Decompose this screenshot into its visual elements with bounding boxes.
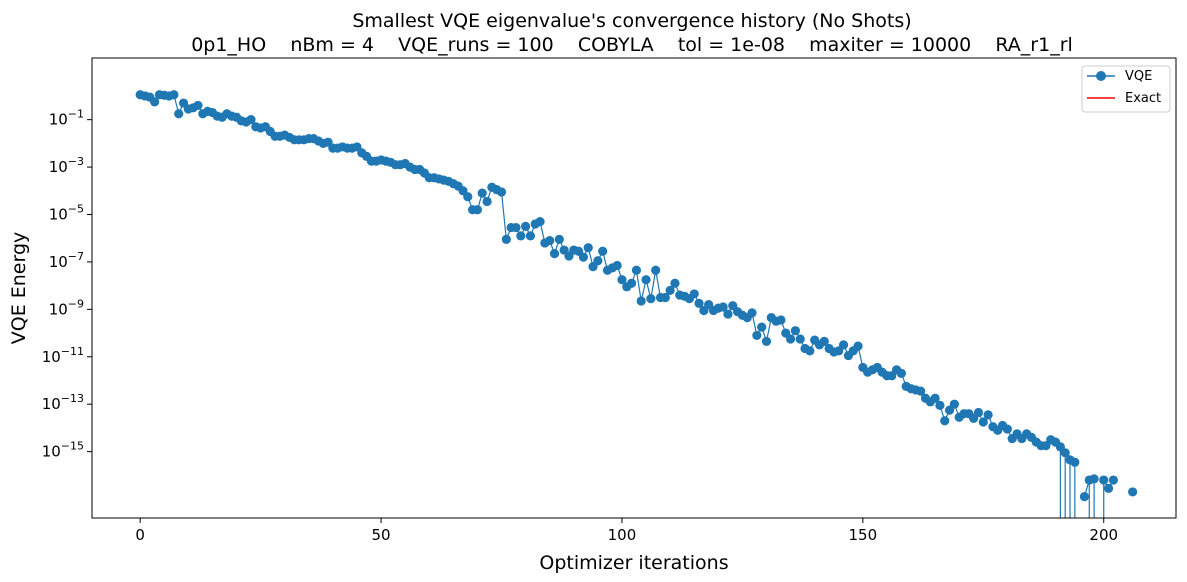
vqe-point (940, 416, 950, 426)
vqe-point (1079, 492, 1090, 502)
vqe-point (477, 188, 487, 198)
y-tick-label: 10−5 (49, 202, 84, 223)
vqe-point (949, 399, 959, 409)
series-vqe (135, 90, 1138, 518)
legend-vqe-label: VQE (1125, 69, 1152, 84)
vqe-point (521, 221, 531, 231)
vqe-point (930, 393, 940, 403)
x-tick-label: 50 (372, 526, 391, 544)
y-tick-label: 10−3 (49, 155, 84, 176)
legend: VQE Exact (1081, 65, 1171, 113)
vqe-point (193, 100, 203, 111)
y-tick-label: 10−1 (49, 108, 84, 129)
vqe-point (554, 234, 564, 244)
axes-frame (91, 57, 1177, 519)
vqe-point (549, 249, 560, 259)
vqe-point (516, 231, 526, 241)
vqe-point (525, 231, 536, 241)
vqe-point (1108, 475, 1118, 485)
vqe-point (1002, 424, 1012, 434)
vqe-point (978, 417, 988, 427)
chart-title: Smallest VQE eigenvalue's convergence hi… (352, 10, 911, 32)
vqe-point (174, 109, 184, 119)
y-tick-label: 10−15 (42, 440, 84, 461)
vqe-point (761, 336, 772, 346)
vqe-point (1128, 487, 1138, 497)
vqe-point (631, 265, 642, 275)
vqe-point (838, 340, 849, 350)
x-axis-label: Optimizer iterations (539, 552, 728, 574)
vqe-point (617, 275, 627, 285)
vqe-point (651, 265, 661, 275)
vqe-point (757, 322, 767, 332)
y-axis-label: VQE Energy (8, 232, 30, 345)
vqe-point (694, 298, 704, 309)
legend-exact-label: Exact (1125, 91, 1161, 106)
vqe-point (670, 278, 680, 288)
vqe-point (598, 246, 608, 256)
x-tick-label: 0 (135, 526, 145, 544)
vqe-point (660, 292, 670, 303)
vqe-point (482, 196, 492, 207)
vqe-point (790, 326, 801, 336)
vqe-point (785, 334, 796, 344)
vqe-point (246, 115, 256, 125)
vqe-point (636, 296, 646, 306)
vqe-point (150, 97, 160, 107)
chart-subtitle: 0p1_HO nBm = 4 VQE_runs = 100 COBYLA tol… (191, 34, 1073, 56)
vqe-point (935, 400, 945, 410)
vqe-point (853, 341, 863, 351)
vqe-point (535, 217, 545, 227)
y-tick-label: 10−7 (49, 250, 84, 271)
x-tick-label: 100 (608, 526, 637, 544)
x-axis-ticks: 0 50 100 150 200 (135, 518, 1118, 544)
vqe-point (511, 222, 521, 233)
y-tick-label: 10−9 (49, 297, 84, 318)
vqe-point (583, 243, 593, 253)
vqe-point (646, 294, 656, 304)
vqe-point (545, 235, 555, 246)
x-tick-label: 200 (1089, 526, 1118, 544)
plot-area: 0 50 100 150 200 10−110−310−510−710−910−1110… (42, 57, 1177, 544)
vqe-point (1103, 483, 1114, 493)
vqe-point (665, 285, 675, 295)
vqe-point (1099, 475, 1109, 485)
vqe-point (496, 187, 507, 197)
vqe-point (578, 252, 589, 262)
vqe-point (747, 308, 757, 318)
vqe-point (612, 260, 622, 271)
legend-vqe-marker (1096, 71, 1106, 81)
vqe-point (593, 256, 603, 266)
vqe-point (689, 289, 699, 299)
vqe-point (472, 205, 483, 215)
vqe-point (776, 315, 786, 325)
vqe-point (805, 346, 815, 356)
vqe-point (819, 336, 829, 346)
vqe-point (169, 90, 179, 100)
vqe-point (1060, 448, 1070, 458)
y-tick-label: 10−11 (42, 345, 84, 366)
vqe-point (626, 278, 637, 288)
vqe-point (723, 309, 733, 319)
vqe-point (916, 386, 926, 396)
vqe-point (641, 275, 651, 285)
vqe-point (896, 368, 906, 378)
vqe-point (1089, 474, 1099, 484)
vqe-point (718, 302, 728, 312)
y-tick-label: 10−13 (42, 392, 84, 413)
vqe-point (795, 334, 805, 344)
vqe-point (1070, 457, 1080, 467)
vqe-point (973, 407, 984, 418)
vqe-point (983, 410, 993, 420)
vqe-point (752, 330, 762, 341)
y-axis-ticks: 10−1 10−3 10−5 10−7 10−9 10−11 10−13 10−15 (42, 108, 92, 461)
vqe-point (501, 234, 511, 244)
vqe-point (463, 192, 473, 202)
x-tick-label: 150 (849, 526, 878, 544)
